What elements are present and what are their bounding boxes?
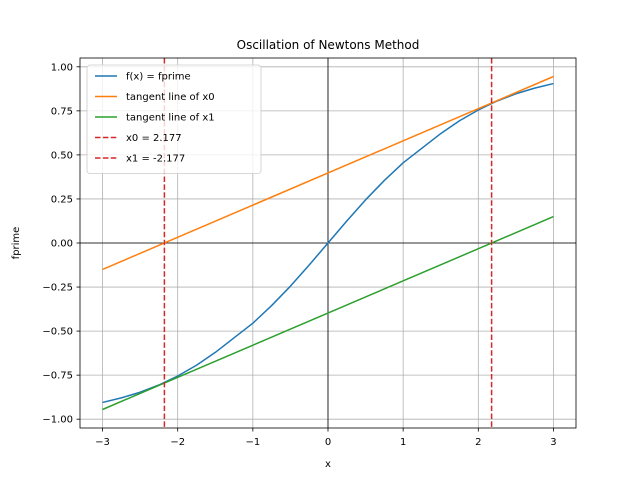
y-tick-label: 1.00 bbox=[51, 62, 73, 73]
legend-label: x1 = -2.177 bbox=[126, 154, 185, 165]
x-tick-label: −1 bbox=[245, 437, 260, 448]
x-tick-label: −2 bbox=[170, 437, 185, 448]
y-tick-label: 0.00 bbox=[51, 239, 73, 250]
y-tick-label: −0.75 bbox=[42, 371, 73, 382]
y-tick-label: −0.25 bbox=[42, 283, 73, 294]
y-tick-label: −0.50 bbox=[42, 327, 73, 338]
chart-title: Oscillation of Newtons Method bbox=[237, 38, 420, 52]
legend-label: x0 = 2.177 bbox=[126, 133, 182, 144]
series-0-line bbox=[102, 82, 554, 404]
x-tick-label: 1 bbox=[400, 437, 406, 448]
y-axis-label: fprime bbox=[11, 227, 22, 260]
x-axis-label: x bbox=[325, 459, 331, 470]
x-tick-label: 3 bbox=[550, 437, 556, 448]
y-tick-label: −1.00 bbox=[42, 415, 73, 426]
legend-label: tangent line of x0 bbox=[126, 92, 215, 103]
legend-label: tangent line of x1 bbox=[126, 113, 215, 124]
y-tick-label: 0.50 bbox=[51, 150, 73, 161]
legend: f(x) = fprime tangent line of x0 tangent l… bbox=[86, 64, 262, 174]
y-tick-label: 0.75 bbox=[51, 106, 73, 117]
x-tick-label: 2 bbox=[475, 437, 481, 448]
x-tick-label: −3 bbox=[95, 437, 110, 448]
legend-box bbox=[86, 64, 262, 174]
plot-lines bbox=[102, 58, 554, 428]
series-2-line bbox=[102, 215, 554, 411]
ticks: −3 −2 −1 0 1 2 3 −1.00 −0.75 −0.50 −0.25 0.00 0.25 0.… bbox=[42, 62, 556, 448]
y-tick-label: 0.25 bbox=[51, 194, 73, 205]
x-tick-label: 0 bbox=[325, 437, 331, 448]
series-1-line bbox=[102, 75, 554, 271]
legend-label: f(x) = fprime bbox=[126, 72, 191, 83]
